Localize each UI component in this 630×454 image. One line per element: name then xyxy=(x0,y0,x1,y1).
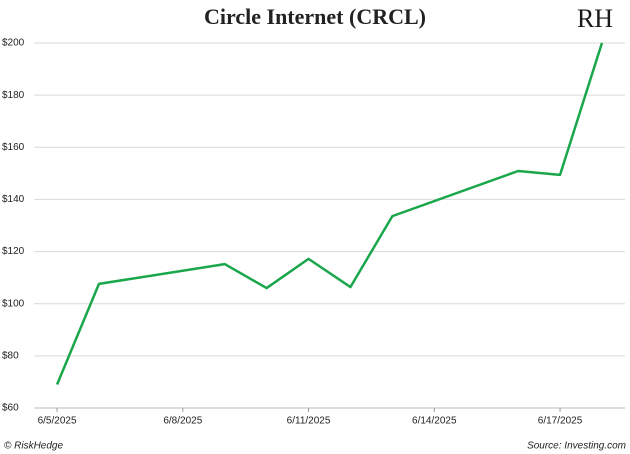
chart-title: Circle Internet (CRCL) xyxy=(204,4,426,29)
credit: © RiskHedge xyxy=(4,441,63,452)
y-tick-label: $60 xyxy=(2,403,19,414)
y-tick-label: $160 xyxy=(2,142,25,153)
y-tick-label: $80 xyxy=(2,350,19,361)
y-tick-label: $200 xyxy=(2,38,25,49)
line-series xyxy=(55,42,604,386)
x-tick-label: 6/11/2025 xyxy=(287,416,331,427)
x-tick-label: 6/8/2025 xyxy=(163,416,202,427)
x-tick-label: 6/14/2025 xyxy=(412,416,457,427)
y-tick-label: $180 xyxy=(2,90,25,101)
logo: RH xyxy=(577,4,613,33)
source: Source: Investing.com xyxy=(527,441,626,452)
y-tick-label: $100 xyxy=(2,298,25,309)
x-tick-label: 6/17/2025 xyxy=(538,416,583,427)
x-tick-label: 6/5/2025 xyxy=(38,416,77,427)
y-tick-label: $120 xyxy=(2,246,25,257)
y-tick-label: $140 xyxy=(2,194,25,205)
